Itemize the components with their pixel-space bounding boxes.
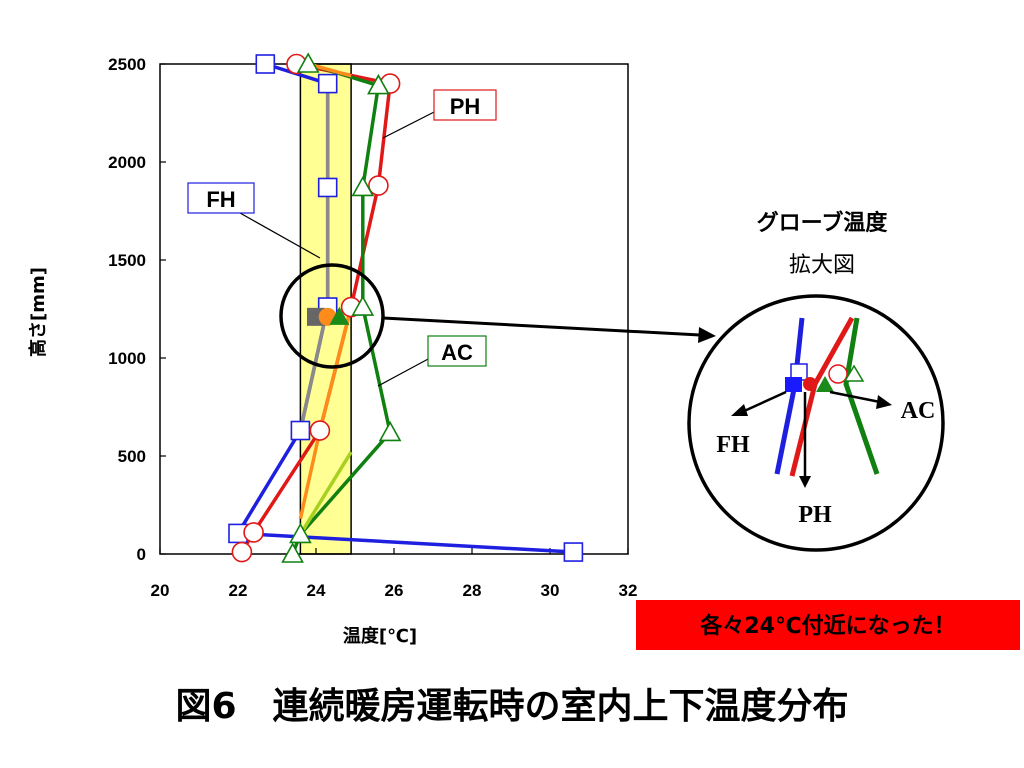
inset-circle (687, 294, 945, 552)
inset-title: グローブ温度 (757, 210, 889, 236)
series-layer (228, 52, 584, 563)
point-ac (281, 542, 304, 563)
point-ac (351, 295, 375, 316)
point-fh (290, 420, 311, 441)
inset-lines (774, 316, 880, 477)
point-fh (317, 73, 338, 94)
fh-callout: FH (187, 182, 321, 259)
x-tick-label: 26 (385, 581, 404, 600)
y-tick-label: 500 (118, 447, 146, 466)
y-tick-label: 1500 (108, 251, 146, 270)
x-tick-label: 30 (541, 581, 560, 600)
axis-ticks: 20 22 24 26 28 30 32 0 500 1000 1500 2000 2500 (108, 55, 637, 600)
x-tick-label: 28 (463, 581, 482, 600)
y-tick-label: 1000 (108, 349, 146, 368)
inset-ph-label: PH (798, 502, 832, 528)
point-fh (317, 177, 338, 198)
band-overlay-line (298, 451, 353, 536)
note-box (636, 600, 1020, 650)
x-tick-label: 24 (307, 581, 326, 600)
ac-callout: AC (377, 335, 487, 387)
x-tick-label: 22 (229, 581, 248, 600)
globe-point-ac (329, 306, 350, 325)
note-text: 各々24℃付近になった！ (699, 613, 955, 639)
y-tick-label: 2000 (108, 153, 146, 172)
inset-fh-label: FH (716, 432, 750, 458)
point-ph (309, 420, 331, 441)
point-ac (351, 175, 375, 197)
inset-subtitle: 拡大図 (789, 253, 855, 278)
point-ac (378, 420, 402, 442)
point-ac (367, 73, 390, 95)
figure-caption: 図6 連続暖房運転時の室内上下温度分布 (175, 686, 848, 727)
inset-arrows (731, 390, 892, 488)
inset-ac-label: AC (901, 398, 936, 424)
plot-frame (159, 63, 629, 555)
fh-label: FH (206, 187, 235, 212)
ac-label: AC (441, 340, 473, 365)
point-fh (563, 542, 584, 562)
point-ph (243, 522, 264, 543)
band-overlay-line (298, 83, 330, 431)
point-fh (255, 54, 276, 74)
point-ac (296, 52, 320, 73)
y-axis-label: 高さ[mm] (27, 267, 49, 357)
x-tick-label: 20 (151, 581, 170, 600)
zoom-connector (382, 316, 701, 337)
point-ph (231, 541, 253, 563)
point-ac (289, 522, 312, 544)
y-tick-label: 0 (137, 545, 146, 564)
x-axis-label: 温度[℃] (343, 625, 417, 647)
x-tick-label: 32 (619, 581, 638, 600)
ph-label: PH (450, 94, 481, 119)
y-tick-label: 2500 (108, 55, 146, 74)
zoom-arrowhead (698, 327, 716, 343)
zoom-circle (279, 263, 385, 369)
ph-callout: PH (382, 89, 497, 139)
point-ph (368, 175, 389, 196)
globe-points (307, 306, 350, 326)
